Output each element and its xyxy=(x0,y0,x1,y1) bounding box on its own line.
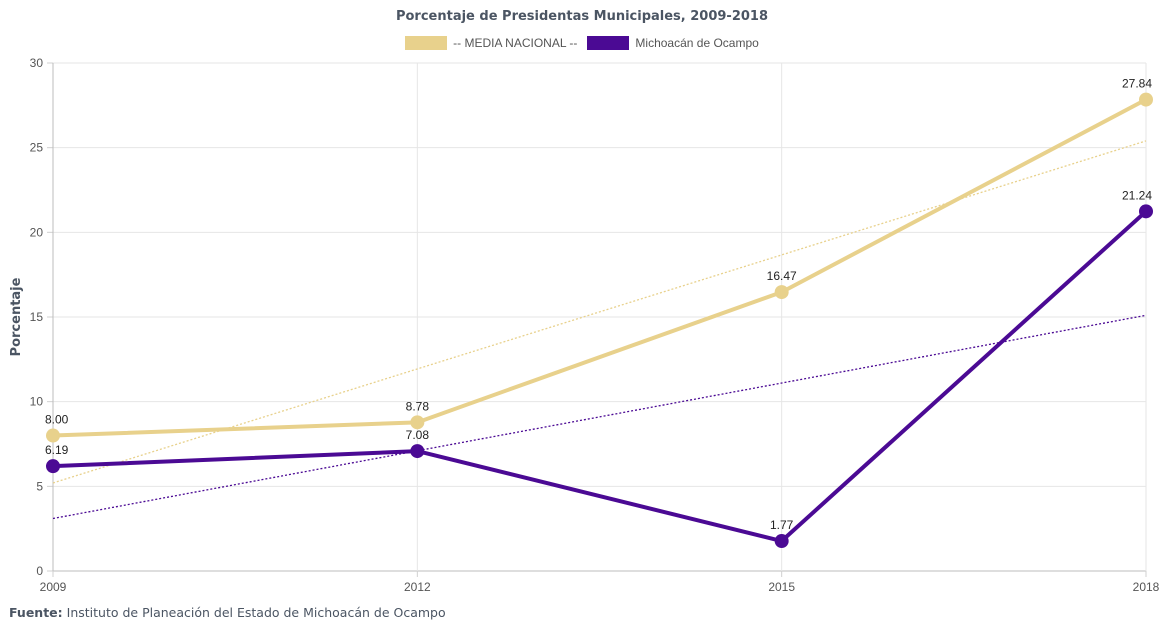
data-point-series-0 xyxy=(1139,92,1153,107)
y-tick-label: 25 xyxy=(30,141,44,155)
series-line-1 xyxy=(51,209,1148,544)
x-tick-label: 2012 xyxy=(404,580,431,594)
y-axis-label: Porcentaje xyxy=(9,277,24,356)
data-label-series-0: 27.84 xyxy=(1122,77,1152,91)
data-label-series-1: 6.19 xyxy=(45,443,69,457)
legend-item-michoacan[interactable]: Michoacán de Ocampo xyxy=(587,36,759,50)
y-tick-label: 20 xyxy=(30,225,44,239)
y-tick-label: 5 xyxy=(36,479,43,493)
data-label-series-1: 7.08 xyxy=(406,428,430,442)
trendline-series-1 xyxy=(52,314,1147,520)
trendline-series-0 xyxy=(52,140,1147,484)
x-tick-label: 2015 xyxy=(768,580,795,594)
data-point-series-1 xyxy=(774,534,789,549)
data-label-series-0: 8.78 xyxy=(406,399,430,413)
source-text: Instituto de Planeación del Estado de Mi… xyxy=(62,605,446,620)
legend-label-michoacan: Michoacán de Ocampo xyxy=(635,36,759,50)
legend-swatch-michoacan xyxy=(587,36,630,50)
chart-legend: -- MEDIA NACIONAL -- Michoacán de Ocampo xyxy=(0,36,1164,50)
source-label: Fuente: xyxy=(9,605,63,620)
y-tick-label: 10 xyxy=(30,395,44,409)
data-point-series-1 xyxy=(1139,204,1153,219)
x-tick-label: 2018 xyxy=(1133,580,1160,594)
data-label-series-0: 8.00 xyxy=(45,413,69,427)
y-tick-label: 15 xyxy=(30,310,44,324)
legend-label-media-nacional: -- MEDIA NACIONAL -- xyxy=(453,36,578,50)
data-point-series-0 xyxy=(774,285,789,300)
x-tick-label: 2009 xyxy=(40,580,67,594)
chart-source: Fuente: Instituto de Planeación del Esta… xyxy=(9,605,446,620)
chart-title: Porcentaje de Presidentas Municipales, 2… xyxy=(395,9,769,24)
legend-swatch-media-nacional xyxy=(405,36,448,50)
series-line-0 xyxy=(51,97,1148,438)
data-point-series-0 xyxy=(410,415,425,430)
data-point-series-0 xyxy=(46,428,60,443)
data-label-series-0: 16.47 xyxy=(767,269,797,283)
data-point-series-1 xyxy=(46,459,60,474)
y-tick-label: 30 xyxy=(30,56,44,70)
legend-item-media-nacional[interactable]: -- MEDIA NACIONAL -- xyxy=(405,36,577,50)
data-point-series-1 xyxy=(410,444,425,459)
data-label-series-1: 21.24 xyxy=(1122,188,1152,202)
y-tick-label: 0 xyxy=(36,564,43,578)
data-label-series-1: 1.77 xyxy=(770,518,794,532)
